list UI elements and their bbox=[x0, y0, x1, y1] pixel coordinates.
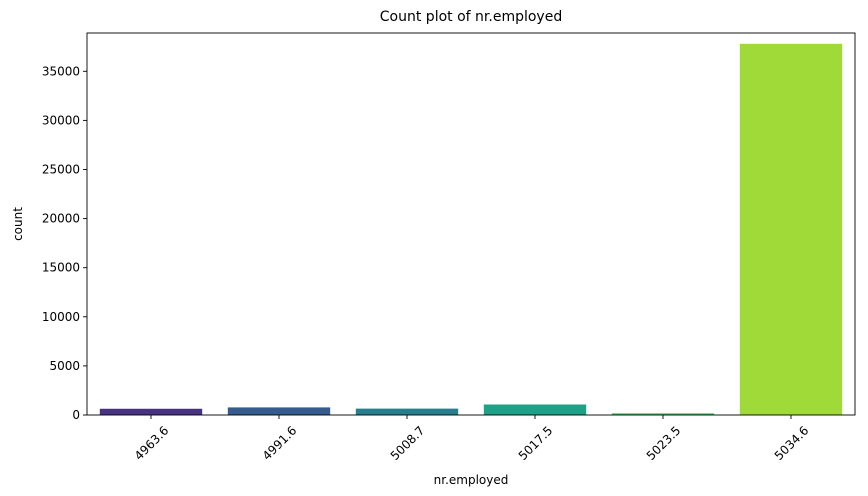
x-tick-label: 5023.5 bbox=[644, 423, 684, 463]
y-axis-ticks: 0 5000 10000 15000 20000 25000 30000 35000 bbox=[42, 64, 87, 422]
y-tick-label: 10000 bbox=[42, 310, 80, 324]
bar-4991.6 bbox=[227, 407, 331, 415]
bar-5017.5 bbox=[483, 404, 587, 415]
x-tick-label: 4991.6 bbox=[260, 423, 300, 463]
x-tick-label: 4963.6 bbox=[132, 423, 172, 463]
chart-title: Count plot of nr.employed bbox=[380, 9, 562, 25]
y-tick-label: 5000 bbox=[49, 359, 80, 373]
y-tick-label: 30000 bbox=[42, 113, 80, 127]
bar-5008.7 bbox=[355, 408, 459, 415]
y-axis-label: count bbox=[11, 207, 25, 241]
bar-5034.6 bbox=[739, 43, 843, 415]
x-tick-label: 5008.7 bbox=[388, 423, 428, 463]
bars-group bbox=[99, 43, 843, 415]
bar-5023.5 bbox=[611, 413, 715, 415]
plot-frame bbox=[86, 32, 856, 416]
y-tick-label: 15000 bbox=[42, 261, 80, 275]
x-tick-label: 5034.6 bbox=[772, 423, 812, 463]
x-axis-ticks: 4963.6 4991.6 5008.7 5017.5 5023.5 5034.6 bbox=[132, 415, 812, 463]
bar-4963.6 bbox=[99, 408, 203, 415]
x-axis-label: nr.employed bbox=[434, 473, 509, 487]
y-tick-label: 20000 bbox=[42, 212, 80, 226]
y-tick-label: 35000 bbox=[42, 64, 80, 78]
x-tick-label: 5017.5 bbox=[516, 423, 556, 463]
y-tick-label: 25000 bbox=[42, 162, 80, 176]
y-tick-label: 0 bbox=[72, 408, 80, 422]
